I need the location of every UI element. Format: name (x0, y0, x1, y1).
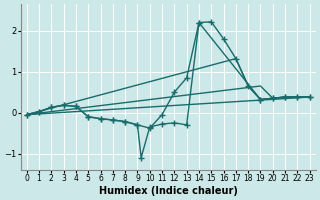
X-axis label: Humidex (Indice chaleur): Humidex (Indice chaleur) (99, 186, 238, 196)
